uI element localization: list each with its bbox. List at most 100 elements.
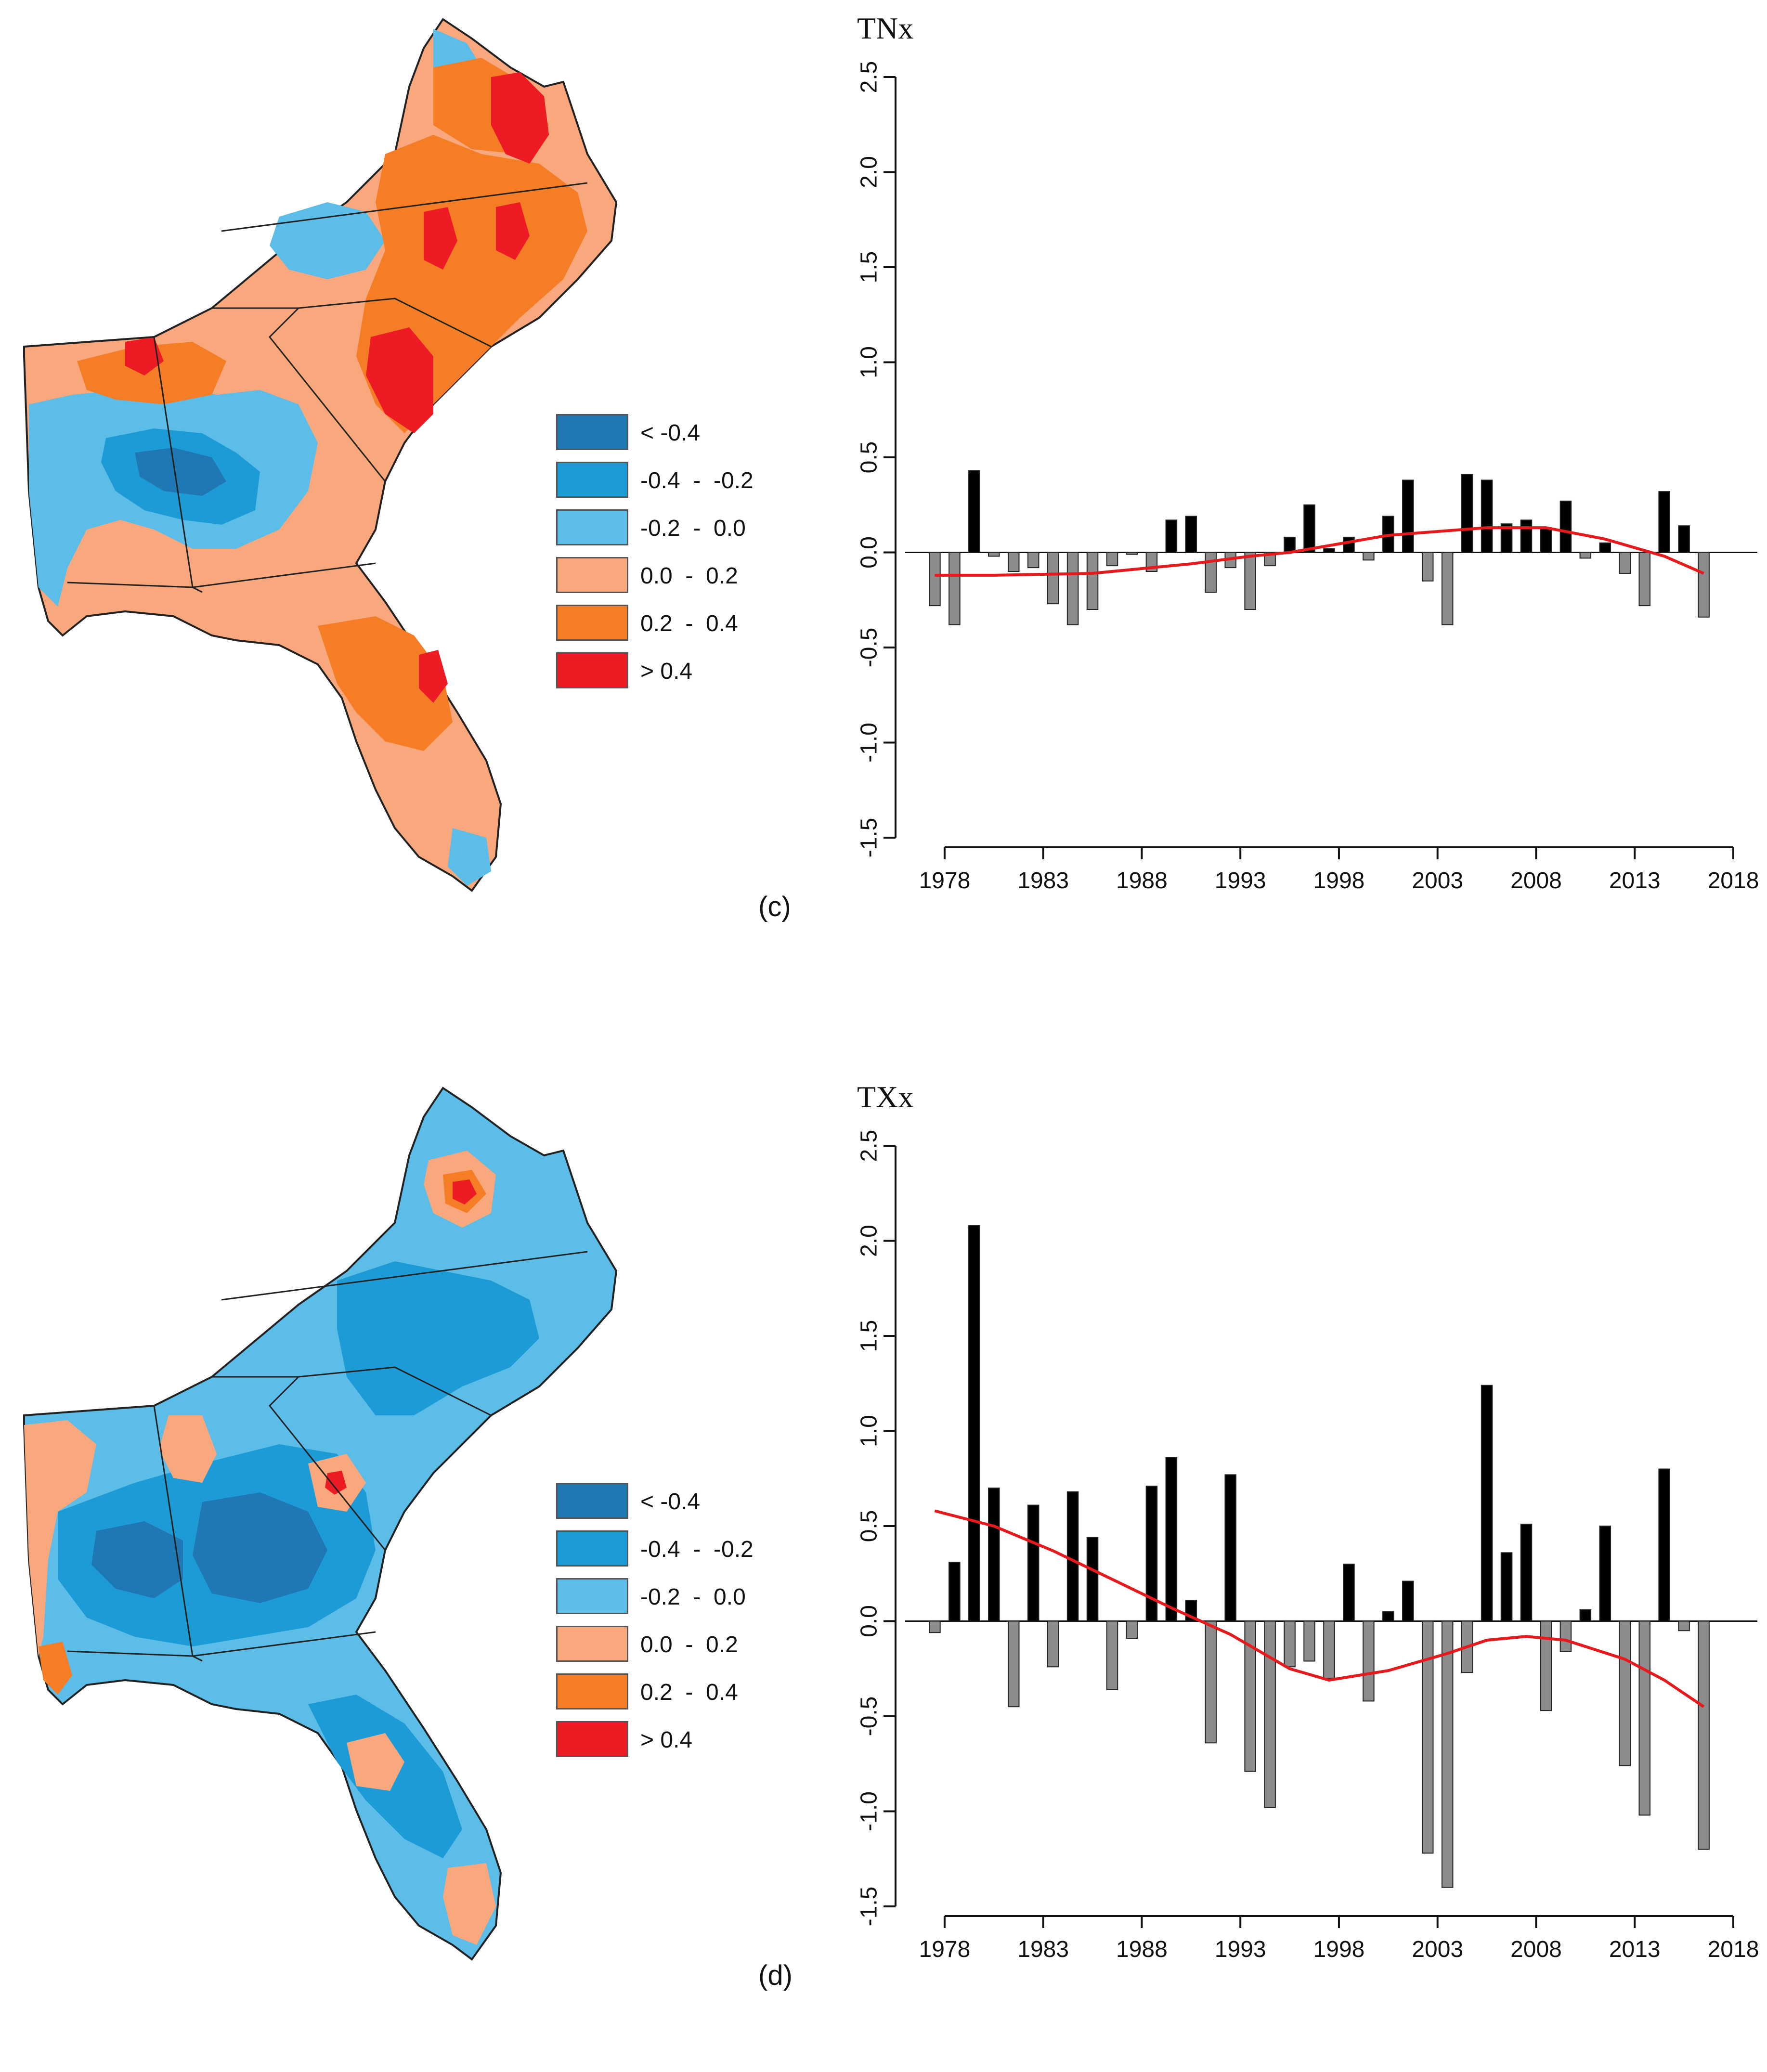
bar-2013 xyxy=(1638,1620,1650,1816)
legend-item: -0.4 - -0.2 xyxy=(556,462,826,509)
map-region-red-al xyxy=(125,337,164,376)
map-region-red-nc2 xyxy=(496,202,530,260)
bar-1984 xyxy=(1066,1491,1079,1622)
legend-item: < -0.4 xyxy=(556,414,826,462)
txx-bar-chart: TXx 2.5 2.0 1.5 1.0 0.5 0.0 -0.5 -1.0 -1.5 1978 198… xyxy=(857,1080,1759,1962)
bar-1998 xyxy=(1343,1564,1355,1622)
state-boundaries xyxy=(24,182,588,593)
bar-1977 xyxy=(929,1620,941,1633)
map-region-darkblue xyxy=(135,448,226,496)
y-tick-label: -1.5 xyxy=(857,1887,882,1927)
bar-1987 xyxy=(1126,552,1138,555)
map-region-darkblue-ga xyxy=(193,1492,327,1603)
bar-1997 xyxy=(1323,548,1335,553)
x-tick-label: 2008 xyxy=(1510,868,1562,894)
bar-2014 xyxy=(1658,1468,1670,1622)
y-tick-label: 2.5 xyxy=(857,61,882,93)
bar-1978 xyxy=(948,1562,961,1622)
y-tick-label: 1.0 xyxy=(857,1415,882,1447)
bar-1985 xyxy=(1086,552,1099,610)
bar-1984 xyxy=(1066,552,1079,625)
bar-2004 xyxy=(1461,474,1473,553)
map-legend: < -0.4 -0.4 - -0.2 -0.2 - 0.0 0.0 - 0.2 … xyxy=(556,414,826,700)
bar-1999 xyxy=(1363,552,1375,561)
bar-2016 xyxy=(1698,1620,1710,1850)
bar-2010 xyxy=(1579,552,1592,559)
y-tick-label: 2.5 xyxy=(857,1130,882,1162)
legend-item: 0.0 - 0.2 xyxy=(556,557,826,605)
bar-2012 xyxy=(1619,552,1631,574)
map-region-orange-fl xyxy=(347,1733,404,1791)
legend-label: -0.4 - -0.2 xyxy=(640,468,754,493)
y-tick-label: 0.0 xyxy=(857,536,882,569)
bar-1981 xyxy=(1007,1620,1020,1708)
bar-1986 xyxy=(1106,1620,1118,1690)
bar-2009 xyxy=(1559,500,1572,553)
y-tick-label: 0.5 xyxy=(857,1510,882,1542)
legend-label: 0.0 - 0.2 xyxy=(640,563,738,589)
bar-2002 xyxy=(1421,1620,1434,1854)
legend-label: -0.2 - 0.0 xyxy=(640,1584,746,1610)
bar-1991 xyxy=(1205,1620,1217,1744)
x-tick-label: 1978 xyxy=(919,1937,971,1962)
bar-2016 xyxy=(1698,552,1710,618)
bar-2007 xyxy=(1520,519,1533,553)
legend-swatch xyxy=(556,652,628,688)
map-region-orange-al xyxy=(77,342,226,404)
bar-1993 xyxy=(1244,1620,1256,1772)
bar-2011 xyxy=(1599,1526,1611,1622)
x-tick-label: 2013 xyxy=(1609,868,1661,894)
panel-label-d: (d) xyxy=(758,1960,793,1991)
legend-swatch xyxy=(556,1578,628,1614)
panel-label-c: (c) xyxy=(758,891,791,922)
trend-line xyxy=(934,1509,1705,1708)
state-boundaries xyxy=(24,1251,588,1662)
bar-2008 xyxy=(1540,1620,1552,1711)
x-tick-label: 2018 xyxy=(1708,1937,1759,1962)
y-tick-label: 2.0 xyxy=(857,156,882,188)
y-tick-label: -0.5 xyxy=(857,1696,882,1736)
bar-2005 xyxy=(1481,479,1493,553)
bar-2002 xyxy=(1421,552,1434,582)
legend-swatch xyxy=(556,605,628,641)
bar-1999 xyxy=(1363,1620,1375,1702)
panel-d: < -0.4 -0.4 - -0.2 -0.2 - 0.0 0.0 - 0.2 … xyxy=(0,1069,1767,2072)
bar-2010 xyxy=(1579,1609,1592,1622)
tnx-bar-chart: TNx 2.5 2.0 1.5 1.0 0.5 0.0 -0.5 -1.0 -1.5 1978 198… xyxy=(857,11,1759,894)
bar-1983 xyxy=(1047,1620,1059,1668)
legend-label: > 0.4 xyxy=(640,1727,693,1753)
map-region-orange-fl xyxy=(318,616,453,751)
bar-1995 xyxy=(1284,1620,1296,1668)
bar-2015 xyxy=(1678,525,1690,553)
map-region-red-nc1 xyxy=(424,207,457,270)
bar-2001 xyxy=(1402,479,1414,553)
tnx-trend-map xyxy=(23,18,618,892)
map-region-red-sc xyxy=(366,327,433,433)
bar-2001 xyxy=(1402,1580,1414,1622)
bar-1997 xyxy=(1323,1620,1335,1679)
x-tick-label: 2013 xyxy=(1609,1937,1661,1962)
bar-1991 xyxy=(1205,552,1217,593)
y-tick-label: 2.0 xyxy=(857,1225,882,1257)
bar-1990 xyxy=(1185,516,1197,553)
y-tick-label: 1.5 xyxy=(857,251,882,284)
legend-item: -0.2 - 0.0 xyxy=(556,509,826,557)
map-region-orange-al xyxy=(159,1415,217,1483)
legend-item: 0.2 - 0.4 xyxy=(556,605,826,652)
legend-item: 0.0 - 0.2 xyxy=(556,1626,826,1673)
legend-label: -0.4 - -0.2 xyxy=(640,1537,754,1562)
legend-item: < -0.4 xyxy=(556,1483,826,1530)
legend-swatch xyxy=(556,462,628,498)
bar-2014 xyxy=(1658,491,1670,553)
x-tick-label: 1978 xyxy=(919,868,971,894)
x-tick-label: 2018 xyxy=(1708,868,1759,894)
x-tick-label: 1993 xyxy=(1215,868,1266,894)
x-tick-label: 1988 xyxy=(1116,868,1168,894)
legend-swatch xyxy=(556,509,628,545)
map-region-blue-nc xyxy=(337,1261,539,1415)
bar-1994 xyxy=(1264,1620,1276,1808)
map-region-blue-fl xyxy=(448,828,491,886)
legend-label: < -0.4 xyxy=(640,1489,701,1515)
y-tick-label: 1.5 xyxy=(857,1320,882,1352)
bar-1988 xyxy=(1145,1486,1158,1622)
